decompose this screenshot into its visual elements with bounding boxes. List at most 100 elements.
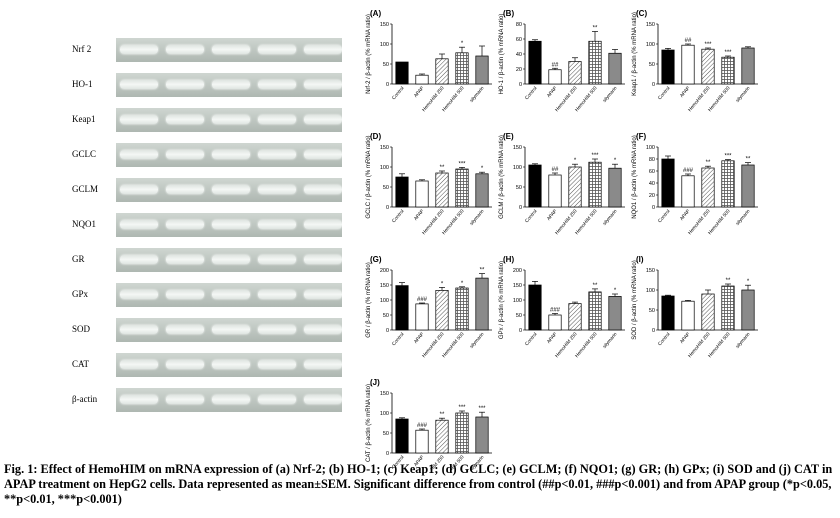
gel-strip xyxy=(116,283,342,307)
x-tick-label: Control xyxy=(391,85,406,101)
gel-band xyxy=(120,395,158,404)
bar xyxy=(395,418,409,454)
bar xyxy=(701,48,715,85)
y-tick-label: 60 xyxy=(649,169,655,175)
y-tick-label: 40 xyxy=(649,181,655,187)
bar xyxy=(568,303,582,331)
significance-mark: * xyxy=(481,166,484,172)
y-tick-label: 0 xyxy=(652,328,655,334)
significance-mark: * xyxy=(461,281,464,287)
y-tick-label: 150 xyxy=(646,268,655,274)
gel-label: β-actin xyxy=(72,394,98,404)
bar xyxy=(721,56,735,85)
y-tick-label: 150 xyxy=(513,145,522,151)
y-tick-label: 0 xyxy=(386,82,389,88)
bar xyxy=(395,285,409,331)
bar xyxy=(475,416,489,454)
significance-mark: * xyxy=(614,158,617,164)
y-tick-label: 50 xyxy=(383,431,389,437)
y-tick-label: 150 xyxy=(380,391,389,397)
gel-band xyxy=(120,185,158,194)
bar xyxy=(475,55,489,85)
panel-label: (A) xyxy=(370,9,381,18)
y-axis-label: GR / β-actin (% mRNA ratio) xyxy=(366,262,372,337)
y-tick-label: 50 xyxy=(649,62,655,68)
bar xyxy=(681,300,695,331)
gel-band xyxy=(120,45,158,54)
y-tick-label: 100 xyxy=(380,165,389,171)
bar xyxy=(455,168,469,208)
gel-band xyxy=(166,150,204,159)
bar xyxy=(455,412,469,454)
gel-band xyxy=(258,80,296,89)
y-axis-label: NQO1 / β-actin (% mRNA ratio) xyxy=(632,135,638,218)
gel-band xyxy=(212,290,250,299)
bar xyxy=(548,174,562,208)
gel-strip xyxy=(116,318,342,342)
bar xyxy=(528,40,542,85)
y-tick-label: 100 xyxy=(513,165,522,171)
figure-caption: Fig. 1: Effect of HemoHIM on mRNA expres… xyxy=(4,462,833,506)
gel-label: GCLM xyxy=(72,184,99,194)
x-tick-label: Control xyxy=(657,85,672,101)
y-tick-label: 50 xyxy=(383,62,389,68)
gel-band xyxy=(212,395,250,404)
panel-label: (D) xyxy=(370,132,381,141)
gel-label: Nrf 2 xyxy=(72,44,92,54)
significance-mark: * xyxy=(441,281,444,287)
bar xyxy=(395,176,409,208)
bar xyxy=(435,419,449,454)
y-tick-label: 50 xyxy=(383,313,389,319)
significance-mark: ** xyxy=(746,157,751,163)
bar xyxy=(415,303,429,331)
bar xyxy=(568,166,582,208)
gel-band xyxy=(258,150,296,159)
significance-mark: *** xyxy=(724,50,732,56)
bar xyxy=(681,175,695,208)
x-tick-label: APAP xyxy=(413,331,426,344)
significance-mark: ** xyxy=(440,412,445,418)
gel-band xyxy=(258,395,296,404)
gel-band xyxy=(212,150,250,159)
bar xyxy=(435,290,449,331)
gel-band xyxy=(304,80,342,89)
y-axis-label: GCLC / β-actin (% mRNA ratio) xyxy=(366,135,372,218)
gel-label: NQO1 xyxy=(72,219,96,229)
significance-mark: *** xyxy=(458,405,466,411)
gel-band xyxy=(304,255,342,264)
y-tick-label: 100 xyxy=(380,411,389,417)
y-axis-label: GPx / β-actin (% mRNA ratio) xyxy=(499,261,505,339)
y-tick-label: 100 xyxy=(646,288,655,294)
significance-mark: *** xyxy=(478,406,486,412)
significance-mark: ** xyxy=(726,278,731,284)
y-axis-label: GCLM / β-actin (% mRNA ratio) xyxy=(499,135,505,219)
gel-band xyxy=(166,325,204,334)
y-tick-label: 150 xyxy=(380,22,389,28)
y-tick-label: 150 xyxy=(380,283,389,289)
panel-label: (I) xyxy=(636,255,644,264)
significance-mark: ** xyxy=(593,283,598,289)
x-tick-label: silymarin xyxy=(735,331,752,350)
significance-mark: ### xyxy=(417,423,428,429)
gel-strip xyxy=(116,178,342,202)
gel-band xyxy=(258,290,296,299)
gel-band xyxy=(212,185,250,194)
x-tick-label: silymarin xyxy=(469,85,486,104)
panel-label: (C) xyxy=(636,9,647,18)
gel-label: CAT xyxy=(72,359,90,369)
x-tick-label: APAP xyxy=(679,85,692,98)
y-tick-label: 0 xyxy=(652,82,655,88)
x-tick-label: silymarin xyxy=(602,331,619,350)
bar xyxy=(528,164,542,208)
gel-band xyxy=(212,220,250,229)
bar xyxy=(741,289,755,331)
bar xyxy=(721,285,735,331)
bar xyxy=(741,47,755,85)
gel-band xyxy=(166,395,204,404)
bar xyxy=(548,314,562,331)
x-tick-label: APAP xyxy=(546,85,559,98)
significance-mark: ** xyxy=(440,165,445,171)
gel-band xyxy=(304,325,342,334)
bar xyxy=(568,61,582,85)
gel-strip xyxy=(116,213,342,237)
